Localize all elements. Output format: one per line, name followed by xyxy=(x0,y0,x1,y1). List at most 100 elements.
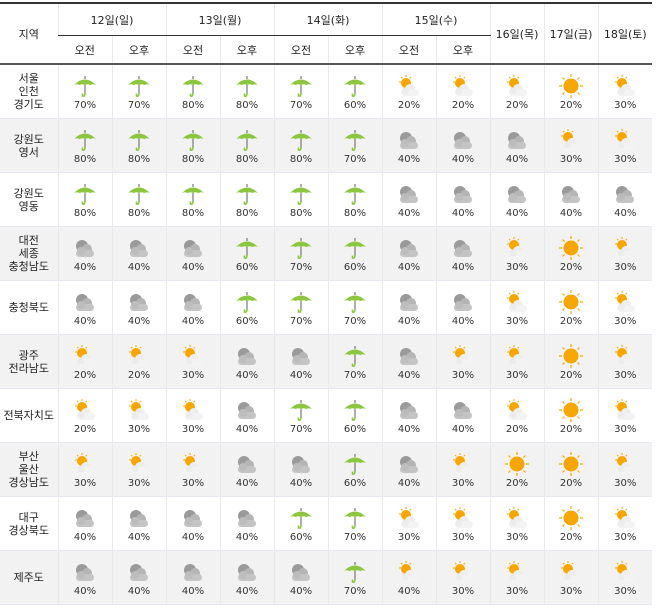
am-header: 오전 xyxy=(165,35,220,65)
partly-cloudy-icon xyxy=(437,451,490,477)
precip-probability: 40% xyxy=(289,585,313,597)
rain-umbrella-icon xyxy=(59,181,112,207)
forecast-cell: 30% xyxy=(435,442,490,497)
precip-probability: 40% xyxy=(127,261,151,273)
precip-probability: 30% xyxy=(181,369,205,381)
region-name: 전북자치도 xyxy=(0,388,58,443)
forecast-cell: 40% xyxy=(273,442,328,497)
forecast-cell: 40% xyxy=(381,118,436,173)
forecast-cell: 20% xyxy=(111,334,166,389)
cloudy-icon xyxy=(599,181,653,207)
cloudy-icon xyxy=(437,181,490,207)
forecast-cell: 30% xyxy=(165,388,220,443)
forecast-cell: 20% xyxy=(543,226,598,281)
precip-probability: 30% xyxy=(614,369,637,381)
rain-umbrella-icon xyxy=(113,127,166,153)
precip-probability: 40% xyxy=(397,369,421,381)
rain-umbrella-icon xyxy=(329,181,382,207)
day-header: 15일(수) xyxy=(381,2,490,36)
forecast-cell: 80% xyxy=(57,172,112,227)
region-name: 광주 전라남도 xyxy=(0,334,58,389)
sunny-icon xyxy=(545,289,598,315)
forecast-cell: 80% xyxy=(57,118,112,173)
cloudy-icon xyxy=(383,127,436,153)
precip-probability: 70% xyxy=(73,99,97,111)
forecast-cell: 30% xyxy=(57,442,112,497)
partly-cloudy-icon xyxy=(113,451,166,477)
rain-umbrella-icon xyxy=(329,73,382,99)
region-line: 경기도 xyxy=(13,98,44,111)
partly-cloudy-icon xyxy=(599,505,653,531)
table-row: 부산 울산 경상남도 30% 30% 30% 40% 40% 60% 40% 30% 20% 20% 30… xyxy=(0,442,652,497)
sunny-icon xyxy=(545,235,598,261)
cloudy-icon xyxy=(167,559,220,585)
partly-cloudy-icon xyxy=(437,73,490,99)
region-line: 부산 xyxy=(18,450,39,463)
forecast-cell: 20% xyxy=(57,388,112,443)
precip-probability: 30% xyxy=(559,585,583,597)
precip-probability: 20% xyxy=(73,369,97,381)
precip-probability: 30% xyxy=(505,315,529,327)
precip-probability: 40% xyxy=(127,531,151,543)
cloudy-icon xyxy=(221,559,274,585)
precip-probability: 30% xyxy=(614,153,637,165)
forecast-cell: 40% xyxy=(381,334,436,389)
precip-probability: 70% xyxy=(343,369,367,381)
cloudy-icon xyxy=(437,289,490,315)
forecast-cell: 30% xyxy=(489,496,544,551)
rain-umbrella-icon xyxy=(275,235,328,261)
precip-probability: 70% xyxy=(343,531,367,543)
precip-probability: 30% xyxy=(505,531,529,543)
precip-probability: 40% xyxy=(397,153,421,165)
day-header: 18일(토) xyxy=(597,2,652,65)
cloudy-icon xyxy=(167,235,220,261)
rain-umbrella-icon xyxy=(275,397,328,423)
precip-probability: 20% xyxy=(559,423,583,435)
region-name: 서울 인천 경기도 xyxy=(0,64,58,119)
partly-cloudy-icon xyxy=(491,289,544,315)
region-line: 제주도 xyxy=(13,571,44,584)
precip-probability: 80% xyxy=(343,207,367,219)
day-header: 16일(목) xyxy=(489,2,544,65)
partly-cloudy-icon xyxy=(599,127,653,153)
forecast-cell: 70% xyxy=(111,64,166,119)
table-row: 강원도 영동 80% 80% 80% 80% 80% 80% 40% 40% 40% 40% 40% xyxy=(0,172,653,227)
region-name: 제주도 xyxy=(0,550,58,605)
precip-probability: 30% xyxy=(181,477,205,489)
precip-probability: 70% xyxy=(343,153,367,165)
cloudy-icon xyxy=(437,397,490,423)
forecast-cell: 20% xyxy=(489,64,544,119)
precip-probability: 80% xyxy=(127,207,151,219)
precip-probability: 80% xyxy=(235,153,259,165)
precip-probability: 80% xyxy=(289,153,313,165)
forecast-cell: 40% xyxy=(435,388,490,443)
precip-probability: 70% xyxy=(289,315,313,327)
table-row: 대전 세종 충청남도 40% 40% 40% 60% 70% 60% 40% 40% 30% 20% 30… xyxy=(0,226,652,281)
forecast-cell: 80% xyxy=(327,172,382,227)
forecast-cell: 80% xyxy=(165,172,220,227)
cloudy-icon xyxy=(437,127,490,153)
partly-cloudy-icon xyxy=(437,505,490,531)
forecast-cell: 70% xyxy=(57,64,112,119)
rain-umbrella-icon xyxy=(221,127,274,153)
precip-probability: 30% xyxy=(614,99,637,111)
rain-umbrella-icon xyxy=(329,451,382,477)
precip-probability: 30% xyxy=(451,531,475,543)
precip-probability: 40% xyxy=(73,531,97,543)
precip-probability: 40% xyxy=(127,315,151,327)
forecast-cell: 80% xyxy=(219,64,274,119)
partly-cloudy-icon xyxy=(599,343,653,369)
cloudy-icon xyxy=(545,181,598,207)
cloudy-icon xyxy=(491,127,544,153)
forecast-cell: 40% xyxy=(273,334,328,389)
forecast-cell: 80% xyxy=(219,172,274,227)
precip-probability: 30% xyxy=(614,531,637,543)
table-body: 서울 인천 경기도 70% 70% 80% 80% 70% 60% 20% 20% 20% 20% 30%… xyxy=(0,64,652,605)
precip-probability: 20% xyxy=(559,369,583,381)
am-header: 오전 xyxy=(381,35,436,65)
precip-probability: 40% xyxy=(235,423,259,435)
cloudy-icon xyxy=(437,235,490,261)
precip-probability: 40% xyxy=(235,585,259,597)
cloudy-icon xyxy=(113,289,166,315)
forecast-cell: 40% xyxy=(273,550,328,605)
